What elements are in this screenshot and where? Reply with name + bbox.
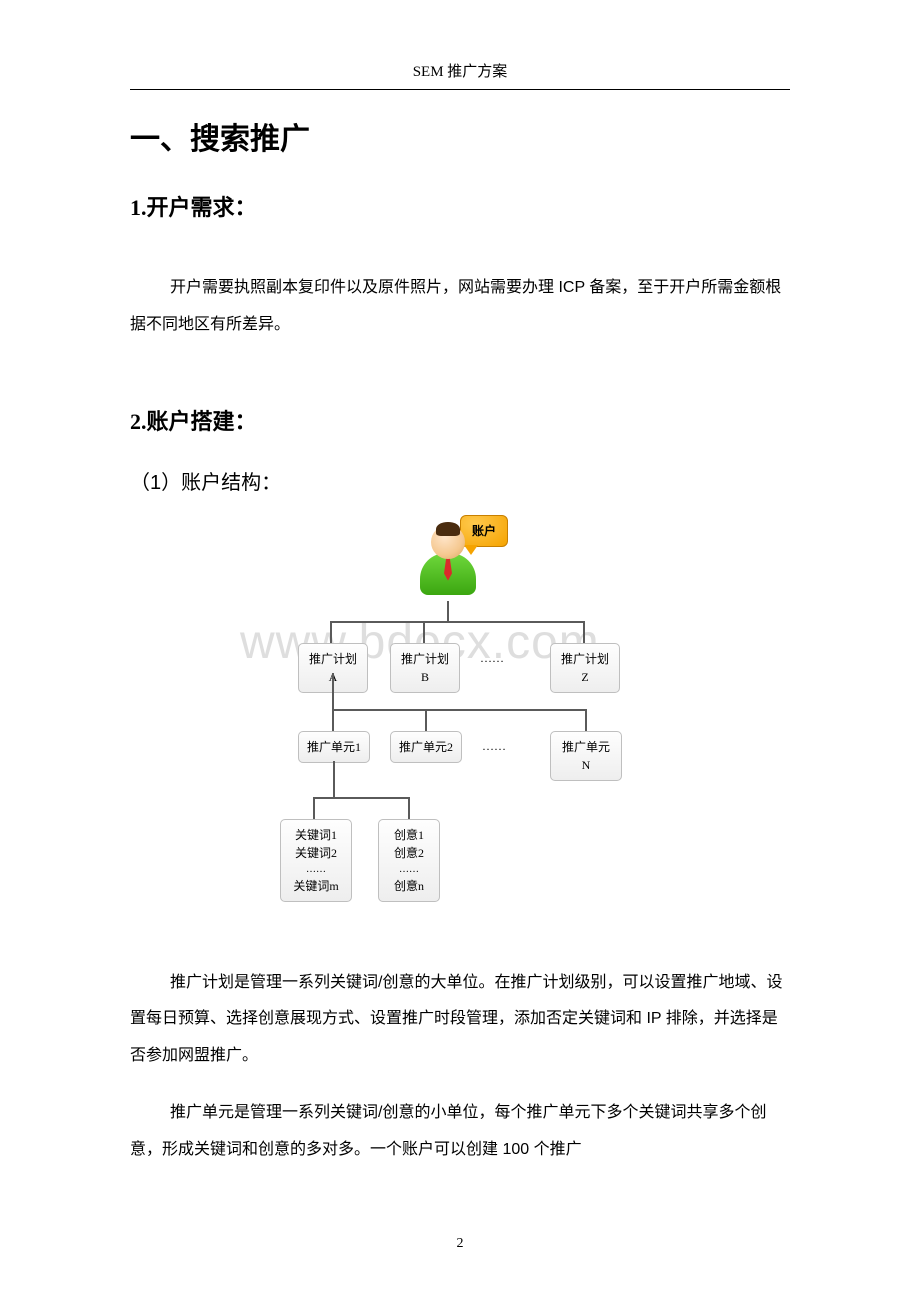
creative-line: …… bbox=[399, 862, 419, 877]
unit-dots: …… bbox=[482, 739, 506, 754]
connector bbox=[425, 709, 427, 731]
plan-node-b: 推广计划B bbox=[390, 643, 460, 693]
account-structure-diagram: www.bdocx.com 账户 推广计划A 推广计划B …… bbox=[130, 525, 790, 925]
unit-node-1: 推广单元1 bbox=[298, 731, 370, 763]
connector bbox=[583, 621, 585, 643]
header-title: SEM 推广方案 bbox=[130, 60, 790, 81]
document-page: SEM 推广方案 一、搜索推广 1.开户需求： 开户需要执照副本复印件以及原件照… bbox=[0, 0, 920, 1229]
connector bbox=[332, 673, 334, 709]
unit-node-n: 推广单元N bbox=[550, 731, 622, 781]
connector bbox=[447, 601, 449, 621]
connector bbox=[585, 709, 587, 731]
account-avatar: 账户 bbox=[420, 525, 476, 595]
connector bbox=[333, 761, 335, 797]
bubble-tail bbox=[464, 545, 478, 555]
connector bbox=[423, 621, 425, 643]
paragraph-2: 推广计划是管理一系列关键词/创意的大单位。在推广计划级别，可以设置推广地域、设置… bbox=[130, 965, 790, 1075]
plan-dots: …… bbox=[480, 651, 504, 666]
connector bbox=[313, 797, 409, 799]
keyword-line: 关键词m bbox=[293, 877, 338, 895]
creative-line: 创意1 bbox=[394, 826, 424, 844]
keyword-line: 关键词1 bbox=[295, 826, 337, 844]
connector bbox=[332, 709, 334, 731]
avatar-tie-icon bbox=[444, 557, 452, 581]
paragraph-3: 推广单元是管理一系列关键词/创意的小单位，每个推广单元下多个关键词共享多个创意，… bbox=[130, 1095, 790, 1169]
unit-node-2: 推广单元2 bbox=[390, 731, 462, 763]
subsection-1-title: 1.开户需求： bbox=[130, 190, 790, 222]
creative-line: 创意2 bbox=[394, 844, 424, 862]
avatar-body-icon bbox=[420, 553, 476, 595]
keyword-line: …… bbox=[306, 862, 326, 877]
keyword-line: 关键词2 bbox=[295, 844, 337, 862]
creative-node: 创意1 创意2 …… 创意n bbox=[378, 819, 440, 902]
page-number: 2 bbox=[0, 1236, 920, 1252]
plan-node-z: 推广计划Z bbox=[550, 643, 620, 693]
subsection-2-title: 2.账户搭建： bbox=[130, 404, 790, 436]
header-underline bbox=[130, 89, 790, 90]
section-title: 一、搜索推广 bbox=[130, 114, 790, 158]
creative-line: 创意n bbox=[394, 877, 424, 895]
connector bbox=[332, 709, 586, 711]
connector bbox=[330, 621, 332, 643]
keyword-node: 关键词1 关键词2 …… 关键词m bbox=[280, 819, 352, 902]
avatar-hair-icon bbox=[436, 522, 460, 536]
avatar-head-icon bbox=[431, 525, 465, 559]
subsection-2-item-title: （1）账户结构： bbox=[130, 466, 790, 495]
connector bbox=[313, 797, 315, 819]
account-label-bubble: 账户 bbox=[460, 515, 508, 547]
paragraph-1: 开户需要执照副本复印件以及原件照片，网站需要办理 ICP 备案，至于开户所需金额… bbox=[130, 270, 790, 344]
connector bbox=[330, 621, 584, 623]
connector bbox=[408, 797, 410, 819]
